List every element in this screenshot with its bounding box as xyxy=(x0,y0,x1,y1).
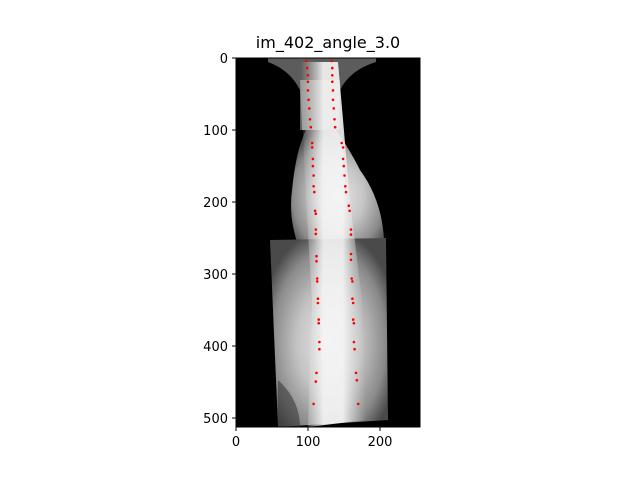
axes-frame xyxy=(235,57,421,428)
landmark-point xyxy=(342,164,346,168)
landmark-point xyxy=(311,164,315,168)
landmark-point xyxy=(317,321,321,325)
landmark-point xyxy=(314,232,318,236)
landmark-point xyxy=(354,371,358,375)
landmark-point xyxy=(344,190,348,194)
landmark-point xyxy=(341,157,345,161)
landmark-point xyxy=(317,318,321,321)
landmark-point xyxy=(349,252,353,256)
landmark-point xyxy=(353,347,356,351)
landmark-point xyxy=(316,301,320,305)
landmark-point xyxy=(314,212,318,215)
landmark-point xyxy=(332,107,336,110)
landmark-point xyxy=(331,89,335,92)
landmark-point xyxy=(351,301,355,305)
landmark-point xyxy=(316,297,320,301)
landmark-point xyxy=(344,185,347,188)
landmark-point xyxy=(341,146,345,149)
landmark-point xyxy=(350,277,354,280)
vertebral-column xyxy=(300,62,366,427)
landmark-point xyxy=(349,228,353,231)
landmark-point xyxy=(347,204,351,207)
y-tick-label: 100 xyxy=(203,124,228,139)
landmark-point xyxy=(305,66,309,70)
landmark-point xyxy=(312,402,315,406)
landmark-point xyxy=(305,59,308,63)
y-tick-label: 0 xyxy=(220,52,228,67)
landmark-point xyxy=(355,378,359,382)
y-tick-label: 300 xyxy=(203,268,228,283)
landmark-point xyxy=(306,74,310,77)
landmark-point xyxy=(310,146,314,149)
landmark-point xyxy=(349,233,353,236)
pelvis-shadow xyxy=(278,380,300,427)
landmark-point xyxy=(349,258,353,262)
landmark-point xyxy=(308,107,311,110)
y-tick-label: 500 xyxy=(203,412,228,427)
y-tick-label: 400 xyxy=(203,340,228,355)
x-tick-label: 100 xyxy=(296,435,321,450)
figure-title: im_402_angle_3.0 xyxy=(256,33,400,53)
landmark-point xyxy=(315,280,319,283)
landmark-point xyxy=(308,118,312,121)
landmark-point xyxy=(351,297,354,301)
y-tick-label: 200 xyxy=(203,196,228,211)
landmark-point xyxy=(318,340,321,344)
landmark-point xyxy=(352,321,356,325)
landmark-point xyxy=(309,125,313,129)
landmark-point xyxy=(356,402,360,406)
landmark-point xyxy=(331,80,334,84)
landmark-point xyxy=(311,157,315,161)
landmark-point xyxy=(314,228,318,231)
landmark-point xyxy=(351,318,355,321)
landmark-point xyxy=(307,98,310,102)
x-axis: 0 100 200 xyxy=(232,427,393,450)
landmark-point xyxy=(331,74,334,77)
landmark-point xyxy=(312,174,315,177)
landmark-point xyxy=(340,141,344,145)
landmark-point xyxy=(310,141,314,145)
landmark-point xyxy=(333,125,337,129)
landmark-point xyxy=(314,380,318,383)
x-tick-label: 0 xyxy=(232,435,240,450)
landmark-point xyxy=(315,259,318,263)
landmark-point xyxy=(306,89,310,92)
landmark-point xyxy=(351,280,354,283)
x-tick-label: 200 xyxy=(368,435,393,450)
landmark-point xyxy=(318,347,321,351)
landmark-point xyxy=(330,59,333,63)
landmark-markers xyxy=(305,59,360,406)
landmark-point xyxy=(333,118,336,121)
y-axis: 0 100 200 300 400 500 xyxy=(203,52,236,427)
landmark-point xyxy=(313,209,317,213)
landmark-point xyxy=(331,66,334,70)
landmark-point xyxy=(352,340,356,344)
landmark-point xyxy=(348,209,351,213)
landmark-point xyxy=(315,254,318,258)
spine-xray xyxy=(236,58,420,427)
landmark-point xyxy=(313,190,316,194)
landmark-point xyxy=(343,174,346,177)
landmark-point xyxy=(315,277,319,280)
landmark-point xyxy=(315,371,318,375)
landmark-point xyxy=(331,98,335,102)
landmark-point xyxy=(306,80,310,84)
landmark-point xyxy=(312,185,315,188)
